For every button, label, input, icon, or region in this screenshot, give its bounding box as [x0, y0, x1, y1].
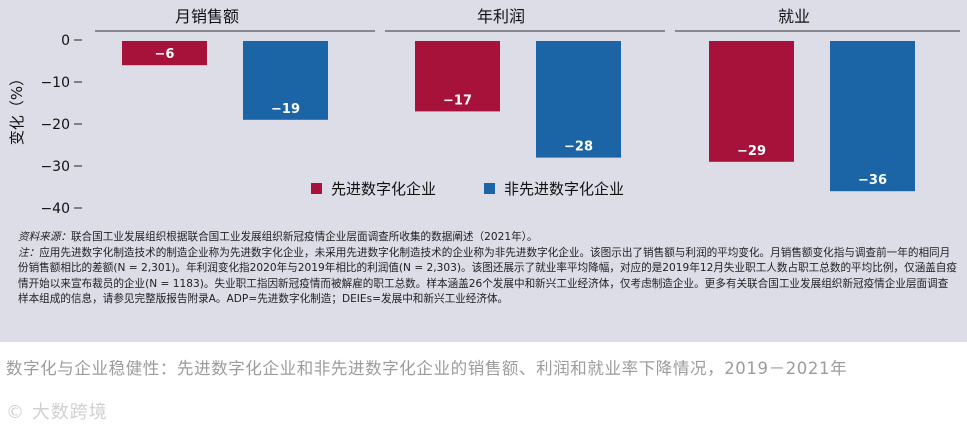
watermark: © 大数跨境: [6, 402, 108, 423]
explanatory-note: 注：应用先进数字化制造技术的制造企业称为先进数字化企业，未采用先进数字化制造技术…: [18, 246, 958, 308]
legend-label: 非先进数字化企业: [504, 180, 624, 198]
note-text: 应用先进数字化制造技术的制造企业称为先进数字化企业，未采用先进数字化制造技术的企…: [18, 246, 957, 306]
panel-title: 年利润: [477, 7, 525, 26]
y-tick-label: 0: [61, 33, 70, 49]
bar: [243, 41, 328, 120]
note-lead: 注：: [18, 246, 40, 259]
source-note: 资料来源：联合国工业发展组织根据联合国工业发展组织新冠疫情企业层面调查所收集的数…: [18, 230, 958, 246]
figure-caption: 数字化与企业稳健性：先进数字化企业和非先进数字化企业的销售额、利润和就业率下降情…: [6, 359, 848, 378]
panel-title: 就业: [778, 7, 810, 26]
source-text: 联合国工业发展组织根据联合国工业发展组织新冠疫情企业层面调查所收集的数据阐述（2…: [70, 231, 538, 243]
y-axis-label: 变化（%）: [8, 71, 26, 145]
figure-panel: 变化（%） 0 −10 −20 −30 −40 月销售额 −6 −19 年利润 −17 −28 就业 −2…: [0, 0, 967, 342]
legend-swatch: [484, 183, 495, 194]
bar-value-label: −36: [858, 173, 887, 188]
bar-value-label: −28: [564, 140, 593, 155]
legend-swatch: [311, 183, 322, 194]
bar: [709, 41, 794, 162]
legend-label: 先进数字化企业: [331, 180, 436, 198]
bar: [415, 41, 500, 112]
figure-notes: 资料来源：联合国工业发展组织根据联合国工业发展组织新冠疫情企业层面调查所收集的数…: [18, 230, 958, 308]
y-tick-label: −30: [40, 159, 70, 175]
panel-title: 月销售额: [175, 7, 239, 26]
source-lead: 资料来源：: [18, 231, 71, 243]
y-tick-label: −20: [40, 117, 70, 133]
bar-value-label: −29: [737, 144, 766, 159]
bar-chart: 变化（%） 0 −10 −20 −30 −40 月销售额 −6 −19 年利润 −17 −28 就业 −2…: [8, 7, 960, 217]
y-tick-label: −10: [40, 75, 70, 91]
bar: [122, 41, 207, 66]
bar-value-label: −6: [155, 47, 175, 62]
bar: [536, 41, 621, 158]
y-tick-label: −40: [40, 201, 70, 217]
bar: [830, 41, 915, 192]
bar-value-label: −17: [443, 93, 472, 108]
bar-value-label: −19: [271, 102, 300, 117]
